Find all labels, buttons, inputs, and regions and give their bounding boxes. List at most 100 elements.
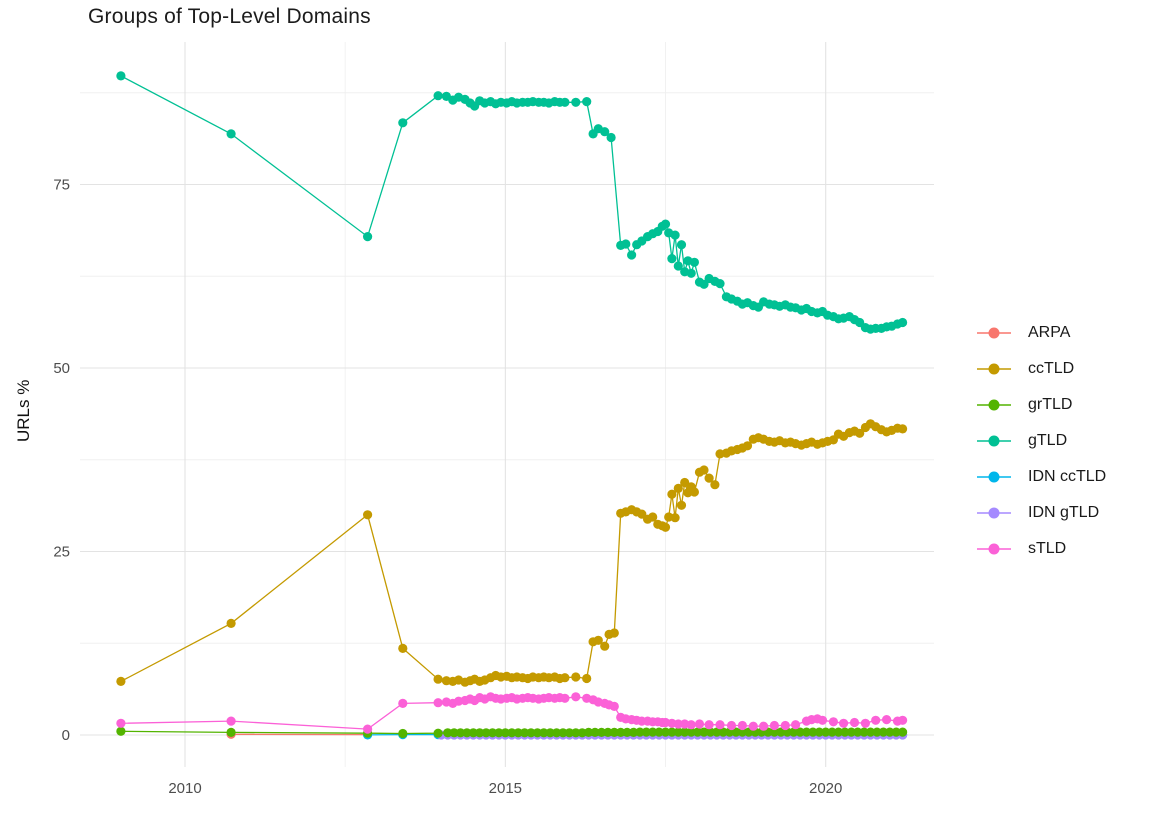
- data-point-grtld: [481, 728, 491, 738]
- data-point-cctld: [571, 672, 581, 682]
- y-tick-label: 0: [62, 727, 70, 744]
- data-point-grtld: [532, 728, 543, 738]
- data-point-stld: [433, 698, 443, 708]
- data-point-stld: [116, 718, 126, 728]
- data-point-stld: [882, 715, 892, 725]
- data-point-grtld: [667, 727, 677, 737]
- data-point-grtld: [590, 727, 600, 738]
- legend-key-icon: [977, 363, 1011, 375]
- data-point-grtld: [507, 728, 517, 738]
- data-point-cctld: [680, 477, 690, 488]
- data-point-stld: [737, 720, 748, 731]
- data-point-grtld: [596, 727, 607, 738]
- series-cctld: [116, 419, 908, 687]
- data-point-stld: [686, 720, 696, 730]
- legend-label: grTLD: [1028, 396, 1073, 413]
- legend: ARPA ccTLD grTLD gTLD IDN ccTLD IDN gTLD sTLD: [977, 315, 1106, 567]
- legend-item-stld: sTLD: [977, 531, 1106, 567]
- data-point-gtld: [673, 261, 683, 271]
- data-point-grtld: [641, 727, 651, 737]
- data-point-cctld: [704, 473, 714, 483]
- legend-label: gTLD: [1028, 432, 1068, 449]
- data-point-grtld: [712, 727, 722, 737]
- data-point-stld: [398, 698, 408, 709]
- legend-item-arpa: ARPA: [977, 315, 1106, 351]
- data-point-grtld: [686, 727, 696, 737]
- series-gtld: [116, 71, 908, 334]
- data-point-stld: [849, 717, 860, 728]
- legend-label: IDN ccTLD: [1028, 468, 1107, 485]
- data-point-grtld: [558, 728, 568, 738]
- data-point-grtld: [821, 727, 831, 737]
- data-point-grtld: [520, 728, 530, 738]
- data-point-cctld: [600, 641, 610, 651]
- data-point-grtld: [801, 727, 812, 737]
- data-point-cctld: [648, 512, 658, 522]
- data-point-grtld: [468, 728, 478, 738]
- data-point-gtld: [363, 232, 373, 242]
- data-point-stld: [726, 720, 737, 731]
- data-point-stld: [673, 719, 683, 729]
- data-point-grtld: [622, 727, 632, 738]
- data-point-gtld: [398, 118, 408, 128]
- data-point-grtld: [769, 727, 780, 737]
- data-point-stld: [780, 720, 790, 731]
- legend-key-dot: [988, 399, 1000, 411]
- data-point-grtld: [487, 728, 498, 738]
- data-point-grtld: [846, 727, 856, 737]
- data-point-stld: [871, 715, 881, 725]
- legend-key-dot: [988, 471, 1000, 483]
- data-point-grtld: [494, 728, 504, 738]
- data-point-grtld: [564, 728, 575, 738]
- data-point-grtld: [455, 728, 466, 738]
- data-point-cctld: [433, 674, 443, 684]
- data-point-grtld: [705, 727, 716, 737]
- legend-key-dot: [988, 363, 1000, 375]
- data-point-grtld: [500, 728, 510, 738]
- data-point-stld: [609, 701, 619, 712]
- data-point-grtld: [814, 727, 824, 737]
- data-point-grtld: [433, 728, 443, 738]
- data-point-grtld: [660, 727, 671, 737]
- chart-title: Groups of Top-Level Domains: [88, 5, 371, 28]
- legend-key-icon: [977, 507, 1011, 519]
- legend-item-gtld: gTLD: [977, 423, 1106, 459]
- data-point-grtld: [539, 728, 549, 738]
- data-point-grtld: [878, 727, 889, 737]
- x-tick-label: 2020: [809, 780, 842, 797]
- data-point-stld: [860, 718, 871, 728]
- legend-key-icon: [977, 471, 1011, 483]
- data-point-grtld: [699, 727, 709, 737]
- data-point-stld: [715, 720, 725, 730]
- data-point-stld: [791, 720, 801, 730]
- data-point-gtld: [571, 97, 581, 107]
- data-point-cctld: [699, 465, 709, 475]
- data-point-grtld: [891, 727, 901, 737]
- data-point-grtld: [584, 727, 594, 738]
- data-point-cctld: [898, 424, 908, 434]
- data-point-grtld: [865, 727, 876, 737]
- data-point-gtld: [600, 127, 610, 137]
- data-point-grtld: [609, 727, 619, 738]
- data-point-gtld: [560, 97, 570, 107]
- data-point-cctld: [673, 483, 683, 493]
- data-point-cctld: [667, 489, 677, 499]
- data-point-cctld: [689, 487, 700, 497]
- data-point-grtld: [776, 727, 786, 737]
- data-point-stld: [759, 721, 769, 731]
- data-point-cctld: [609, 628, 619, 638]
- data-point-gtld: [433, 91, 443, 101]
- data-point-grtld: [545, 728, 555, 738]
- data-point-cctld: [710, 480, 720, 490]
- data-point-stld: [363, 724, 373, 734]
- legend-key-dot: [988, 327, 1000, 339]
- x-tick-label: 2015: [489, 780, 522, 797]
- data-point-grtld: [827, 727, 837, 737]
- data-point-grtld: [475, 728, 485, 738]
- y-tick-label: 75: [53, 177, 70, 194]
- legend-label: ccTLD: [1028, 360, 1075, 377]
- data-point-gtld: [621, 239, 631, 249]
- legend-item-idn-gtld: IDN gTLD: [977, 495, 1106, 531]
